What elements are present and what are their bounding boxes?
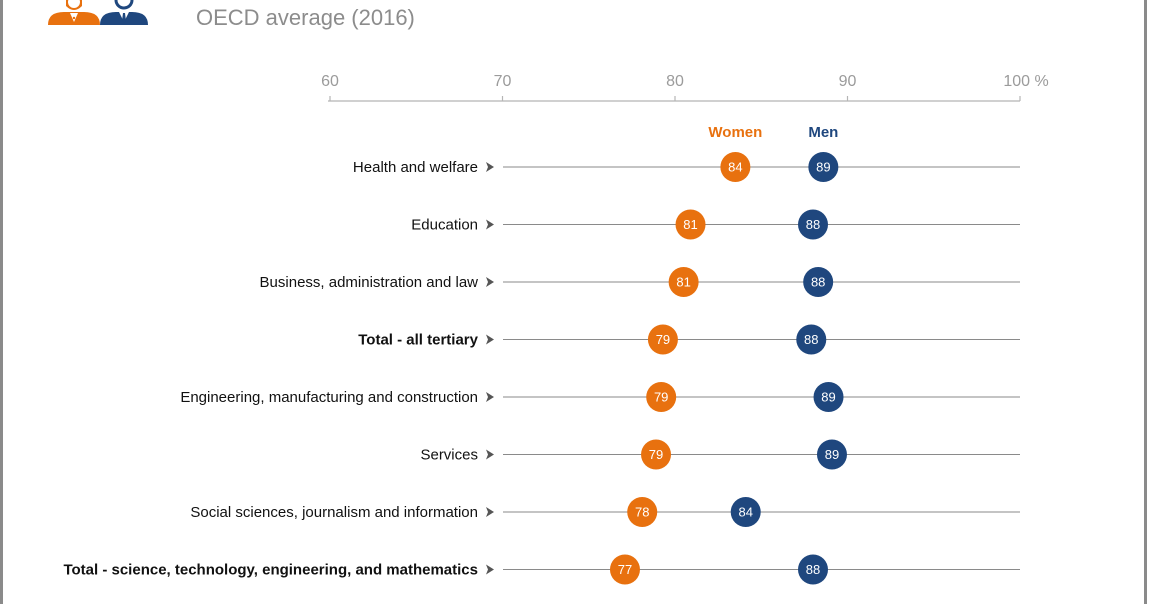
chart-row: Education 81 88	[411, 209, 1020, 240]
row-arrow-icon	[486, 392, 494, 402]
row-arrow-icon	[486, 162, 494, 172]
row-arrow-icon	[486, 277, 494, 287]
men-dot	[798, 209, 828, 240]
x-axis: 60 70 80 90 100 %	[321, 73, 1049, 102]
category-label: Social sciences, journalism and informat…	[190, 504, 478, 521]
women-dot	[720, 152, 751, 182]
row-arrow-icon	[486, 507, 494, 517]
category-label: Services	[420, 447, 478, 464]
man-icon	[100, 0, 148, 25]
men-dot	[813, 382, 844, 412]
men-value-label: 89	[821, 390, 835, 405]
chart-row: Engineering, manufacturing and construct…	[180, 382, 1020, 412]
men-dot	[798, 554, 828, 585]
men-value-label: 88	[811, 275, 825, 290]
gender-icons	[44, 0, 154, 30]
women-dot	[668, 267, 699, 297]
men-value-label: 89	[816, 160, 830, 175]
men-dot	[803, 267, 834, 297]
category-label: Engineering, manufacturing and construct…	[180, 389, 478, 406]
legend: Women Men	[708, 124, 838, 141]
row-arrow-icon	[486, 564, 494, 575]
women-value-label: 78	[635, 505, 649, 520]
chart-row: Total - science, technology, engineering…	[63, 554, 1020, 585]
men-value-label: 89	[825, 447, 839, 462]
men-dot	[730, 497, 761, 527]
x-tick-label: 70	[494, 73, 512, 90]
x-tick-label: 100 %	[1003, 73, 1048, 90]
men-dot	[796, 324, 827, 355]
men-value-label: 88	[804, 332, 818, 347]
chart-row: Health and welfare 84 89	[353, 152, 1020, 182]
frame-right-border	[1144, 0, 1147, 604]
category-label: Health and welfare	[353, 159, 478, 176]
men-value-label: 84	[738, 505, 752, 520]
chart-subtitle: OECD average (2016)	[196, 5, 415, 30]
x-tick-label: 90	[839, 73, 857, 90]
chart-row: Total - all tertiary 79 88	[358, 324, 1020, 355]
legend-women: Women	[708, 124, 762, 141]
women-dot	[647, 324, 678, 355]
chart-row: Social sciences, journalism and informat…	[190, 497, 1020, 527]
legend-men: Men	[808, 124, 838, 141]
x-tick-label: 80	[666, 73, 684, 90]
women-value-label: 79	[656, 332, 670, 347]
women-value-label: 77	[618, 562, 632, 577]
category-label: Total - all tertiary	[358, 332, 478, 349]
women-dot	[675, 209, 706, 240]
men-value-label: 88	[806, 562, 820, 577]
women-value-label: 79	[654, 390, 668, 405]
row-arrow-icon	[486, 219, 494, 230]
row-arrow-icon	[486, 334, 494, 345]
woman-icon	[48, 0, 100, 25]
category-label: Total - science, technology, engineering…	[63, 562, 478, 579]
women-dot	[646, 382, 677, 412]
row-arrow-icon	[486, 449, 494, 460]
category-label: Business, administration and law	[260, 274, 479, 291]
women-value-label: 81	[683, 217, 697, 232]
frame-left-border	[0, 0, 3, 604]
men-value-label: 88	[806, 217, 820, 232]
women-value-label: 84	[728, 160, 742, 175]
category-label: Education	[411, 217, 478, 234]
chart-row: Business, administration and law 81 88	[260, 267, 1020, 297]
men-dot	[808, 152, 839, 182]
women-value-label: 81	[676, 275, 690, 290]
women-dot	[641, 439, 672, 470]
women-value-label: 79	[649, 447, 663, 462]
men-dot	[816, 439, 847, 470]
chart-row: Services 79 89	[420, 439, 1020, 470]
women-dot	[627, 497, 658, 527]
women-dot	[609, 554, 640, 585]
x-tick-label: 60	[321, 73, 339, 90]
